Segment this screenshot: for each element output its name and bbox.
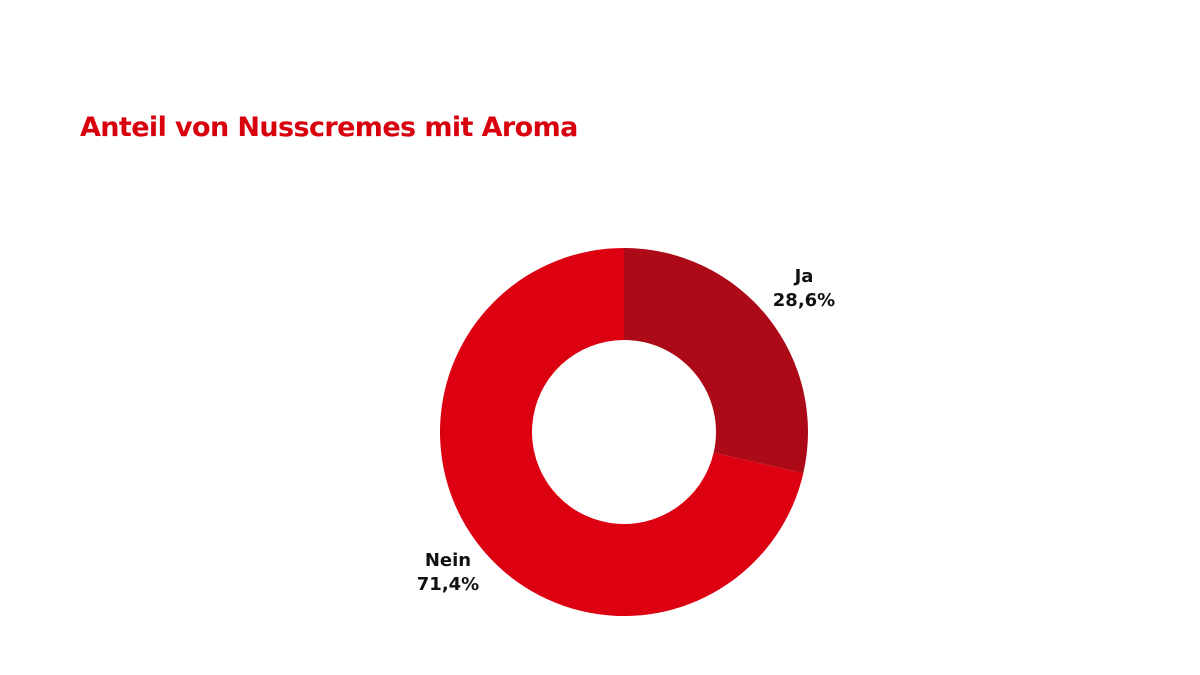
slice-value-nein: 71,4% <box>417 574 479 595</box>
slice-labels: Ja 28,6% Nein 71,4% <box>417 266 835 595</box>
donut-slices <box>440 248 808 616</box>
slice-nein <box>440 248 804 616</box>
chart-title: Anteil von Nusscremes mit Aroma <box>80 112 578 143</box>
slice-ja <box>624 248 808 474</box>
slice-value-ja: 28,6% <box>773 290 835 311</box>
slice-label-nein: Nein <box>425 550 471 571</box>
slice-label-ja: Ja <box>793 266 814 287</box>
